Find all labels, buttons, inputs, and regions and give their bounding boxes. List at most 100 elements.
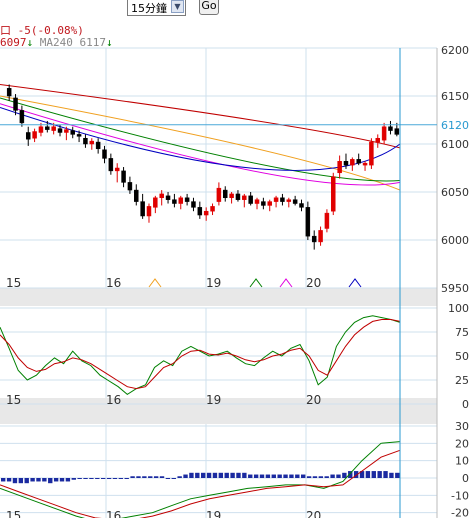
candle (38, 126, 44, 133)
candle (216, 187, 222, 202)
macd-bar (330, 474, 335, 478)
kd-tick-label: 50 (455, 350, 469, 363)
kd-x-label: 15 (6, 393, 21, 407)
price-panel (0, 48, 437, 288)
triangle-marker-icon (279, 278, 293, 288)
candle (375, 137, 381, 143)
candle (350, 159, 355, 166)
candle (140, 201, 145, 217)
interval-select-value: 15分鐘 (131, 2, 167, 15)
macd-bar (377, 471, 382, 478)
candle (108, 158, 114, 172)
macd-bar (295, 474, 300, 478)
price-x-label: 19 (206, 276, 221, 290)
price-tick-label: 6100 (441, 138, 469, 151)
candle (102, 149, 107, 159)
macd-bar (218, 472, 224, 478)
macd-bar (342, 472, 347, 478)
candle (153, 197, 158, 208)
candle (305, 207, 311, 237)
macd-bar (353, 471, 359, 478)
candle (51, 126, 56, 131)
macd-bar (12, 478, 18, 484)
macd-tick-label: 10 (455, 455, 469, 468)
macd-bar (53, 478, 59, 482)
ma240-label: MA240 (39, 36, 73, 49)
kd-tick-label: 75 (455, 326, 469, 339)
price-tick-label: 6200 (441, 44, 469, 57)
macd-tick-label: -20 (451, 507, 469, 518)
macd-bar (248, 474, 253, 478)
macd-bar (359, 471, 365, 478)
macd-bar (89, 478, 94, 479)
macd-bar (30, 478, 35, 482)
candle (222, 189, 228, 199)
candle (311, 235, 317, 243)
candle (165, 195, 171, 200)
kd-xaxis-band (0, 398, 437, 406)
chevron-down-icon[interactable]: ▼ (171, 0, 184, 13)
macd-bar (306, 476, 312, 478)
macd-bar (259, 474, 265, 478)
candle (286, 199, 292, 202)
macd-tick-label: 20 (455, 437, 469, 450)
macd-bar (371, 471, 376, 478)
macd-bar (65, 478, 71, 482)
price-x-label: 15 (6, 276, 21, 290)
candle (273, 197, 279, 202)
candle (178, 197, 184, 204)
macd-bar (336, 474, 341, 478)
interval-select[interactable]: 15分鐘 ▼ (127, 0, 186, 16)
macd-bar (224, 472, 229, 478)
candle (19, 110, 25, 124)
macd-bar (77, 478, 82, 479)
candle (337, 161, 342, 174)
macd-bar (253, 474, 259, 478)
go-button[interactable]: Go (199, 0, 219, 15)
candle (235, 193, 241, 200)
candle (32, 131, 37, 139)
macd-bar (289, 474, 294, 478)
candle (203, 210, 209, 216)
candle (362, 162, 368, 166)
toolbar: 15分鐘 ▼ Go (0, 0, 471, 20)
current-price-label: 6120 (441, 119, 469, 132)
arrow-down-icon: ↓ (106, 36, 113, 49)
price-tag (440, 117, 471, 131)
macd-bar (318, 476, 324, 478)
macd-x-label: 15 (6, 509, 21, 518)
macd-tick-label: 30 (455, 420, 469, 433)
candle (64, 129, 69, 133)
macd-bar (36, 478, 41, 482)
candle (121, 170, 126, 183)
macd-bar (24, 478, 29, 484)
triangle-marker-icon (148, 278, 162, 288)
macd-bar (130, 476, 135, 478)
d-line (0, 319, 401, 390)
candle (197, 207, 203, 216)
macd-tick-label: -10 (451, 489, 469, 502)
macd-bar (301, 474, 306, 478)
macd-bar (348, 471, 353, 478)
macd-bar (283, 474, 288, 478)
kd-tick-label: 0 (462, 398, 469, 411)
candle (242, 195, 247, 200)
macd-bar (271, 474, 276, 478)
candle (172, 199, 177, 204)
macd-bar (83, 478, 88, 479)
candle (324, 212, 330, 229)
macd-bar (312, 476, 318, 478)
candle (191, 201, 196, 208)
macd-bar (395, 472, 400, 478)
macd-bar (189, 472, 194, 478)
candle (248, 195, 253, 204)
candle (25, 132, 31, 140)
macd-bar (277, 474, 282, 478)
price-change-text: 口 -5(-0.08%) (0, 24, 84, 37)
candle (57, 128, 63, 133)
macd-bar (42, 478, 47, 482)
macd-bar (206, 472, 212, 478)
macd-bar (212, 472, 218, 478)
candle (369, 141, 374, 166)
